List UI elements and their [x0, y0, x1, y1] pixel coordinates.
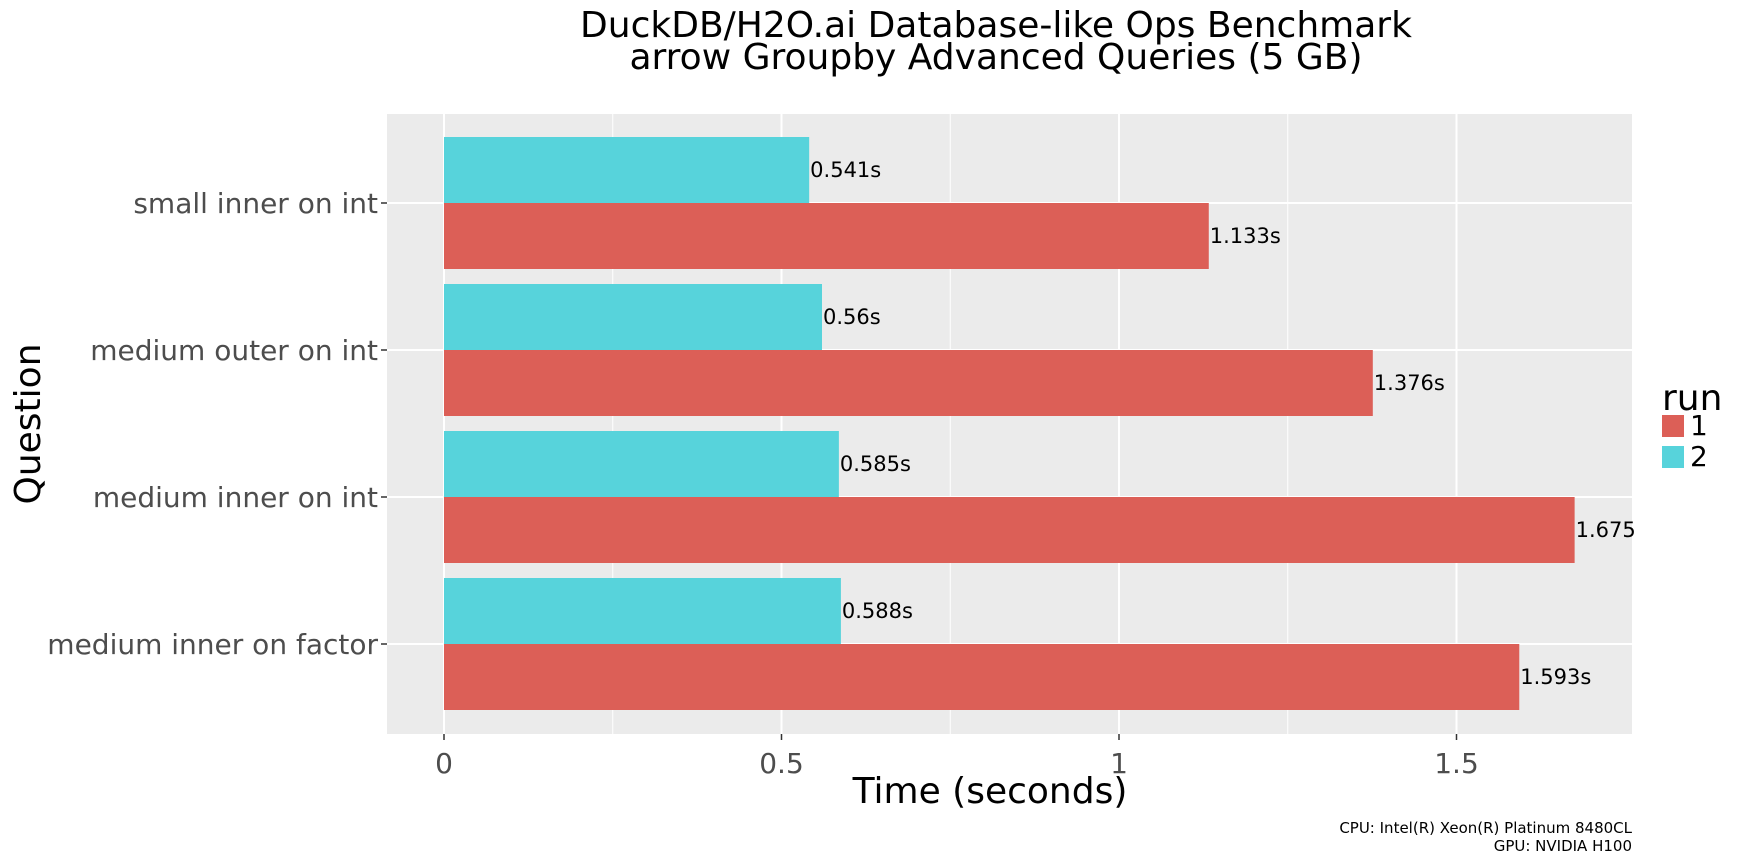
x-tick-label: 0.5 [759, 747, 804, 780]
legend-key-run-1 [1662, 415, 1684, 437]
y-tick-label: medium inner on int [93, 481, 378, 514]
bar-label-run-2: 0.585s [840, 452, 911, 476]
y-tick-label: medium inner on factor [47, 628, 378, 661]
bar-label-run-2: 0.56s [823, 305, 881, 329]
bar-run-1 [444, 644, 1520, 710]
x-axis-title: Time (seconds) [852, 771, 1128, 812]
bar-label-run-1: 1.593s [1520, 665, 1591, 689]
bar-labels: 0.541s 1.133s 0.56s 1.376s 0.585s 1.675 0.588s… [810, 158, 1636, 689]
bar-label-run-2: 0.588s [842, 599, 913, 623]
bar-run-1 [444, 203, 1209, 269]
x-axis: 0 0.5 1 1.5 [435, 734, 1479, 780]
bar-label-run-1: 1.133s [1210, 224, 1281, 248]
bars [444, 137, 1575, 710]
chart-subtitle: arrow Groupby Advanced Queries (5 GB) [629, 37, 1362, 78]
legend-title: run [1662, 378, 1722, 419]
legend: run 12 [1662, 378, 1722, 473]
bar-label-run-1: 1.376s [1374, 371, 1445, 395]
bar-run-2 [444, 578, 841, 644]
legend-label-run-2: 2 [1690, 440, 1708, 473]
x-tick-label: 0 [435, 747, 453, 780]
y-axis-title: Question [8, 343, 49, 504]
y-tick-label: small inner on int [133, 187, 378, 220]
bar-label-run-1: 1.675 [1576, 518, 1636, 542]
x-tick-label: 1.5 [1434, 747, 1479, 780]
y-axis: small inner on int medium outer on int med… [47, 187, 387, 661]
bar-run-1 [444, 497, 1575, 563]
legend-key-run-2 [1662, 446, 1684, 468]
caption-gpu: GPU: NVIDIA H100 [1494, 837, 1632, 855]
legend-label-run-1: 1 [1690, 409, 1708, 442]
y-tick-label: medium outer on int [90, 334, 378, 367]
bar-run-2 [444, 284, 822, 350]
x-tick-label: 1 [1110, 747, 1128, 780]
bar-run-2 [444, 431, 839, 497]
caption-cpu: CPU: Intel(R) Xeon(R) Platinum 8480CL [1339, 819, 1632, 837]
bar-label-run-2: 0.541s [810, 158, 881, 182]
bar-run-1 [444, 350, 1373, 416]
chart-title: DuckDB/H2O.ai Database-like Ops Benchmar… [580, 5, 1412, 46]
bar-run-2 [444, 137, 810, 203]
